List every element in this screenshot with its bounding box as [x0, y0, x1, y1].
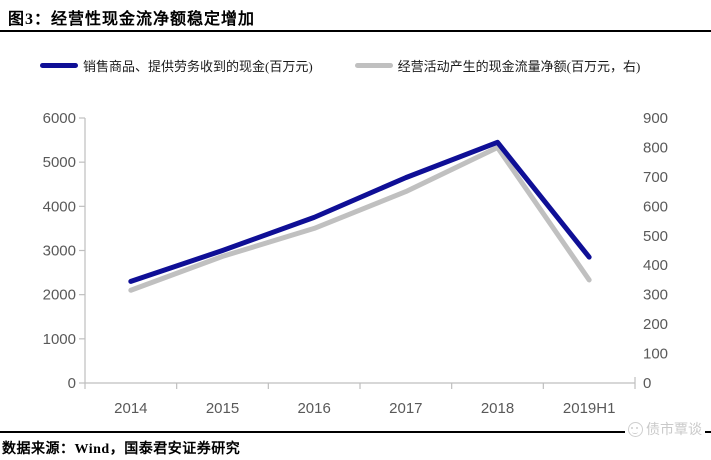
y-left-tick-label: 6000 [43, 110, 76, 127]
y-right-tick-label: 200 [643, 316, 668, 333]
y-right-tick-label: 500 [643, 228, 668, 245]
x-axis-label: 2014 [114, 400, 147, 417]
data-source-note: 数据来源：Wind，国泰君安证券研究 [2, 442, 241, 457]
y-left-tick-label: 3000 [43, 243, 76, 260]
legend-line-swatch-blue [40, 63, 78, 68]
y-right-tick-label: 0 [643, 375, 651, 392]
y-right-tick-label: 800 [643, 139, 668, 156]
chart-legend: 销售商品、提供劳务收到的现金(百万元) 经营活动产生的现金流量净额(百万元，右) [0, 56, 711, 75]
footer-divider [0, 431, 711, 433]
y-left-tick-label: 4000 [43, 198, 76, 215]
legend-label: 经营活动产生的现金流量净额(百万元，右) [397, 59, 641, 74]
series-line-0 [128, 139, 592, 284]
y-right-tick-label: 400 [643, 257, 668, 274]
y-left-tick-label: 0 [68, 375, 76, 392]
y-right-tick-label: 600 [643, 198, 668, 215]
x-axis-label: 2018 [481, 400, 514, 417]
y-right-tick-label: 900 [643, 110, 668, 127]
watermark: 债市覃谈 [625, 419, 705, 439]
chart-title: 图3：经营性现金流净额稳定增加 [8, 11, 256, 28]
y-right-tick-label: 300 [643, 287, 668, 304]
legend-line-swatch-gray [354, 63, 393, 68]
series-line-1 [128, 144, 592, 293]
legend-label: 销售商品、提供劳务收到的现金(百万元) [83, 59, 313, 74]
watermark-face-icon [628, 421, 643, 437]
y-left-tick-label: 5000 [43, 154, 76, 171]
title-divider [0, 30, 711, 32]
x-axis-label: 2016 [297, 400, 330, 417]
x-axis-label: 2019H1 [563, 400, 616, 417]
x-axis-label: 2015 [206, 400, 239, 417]
watermark-text: 债市覃谈 [646, 423, 702, 438]
y-right-tick-label: 100 [643, 346, 668, 363]
y-right-tick-label: 700 [643, 169, 668, 186]
y-left-tick-label: 1000 [43, 331, 76, 348]
y-left-tick-label: 2000 [43, 287, 76, 304]
legend-item-sales-cash: 销售商品、提供劳务收到的现金(百万元) [40, 56, 313, 75]
chart-canvas: 0 1000 2000 3000 4000 5000 6000 0 100 200 300 400 50… [43, 110, 668, 417]
x-axis-label: 2017 [389, 400, 422, 417]
legend-item-net-cashflow: 经营活动产生的现金流量净额(百万元，右) [354, 56, 641, 75]
